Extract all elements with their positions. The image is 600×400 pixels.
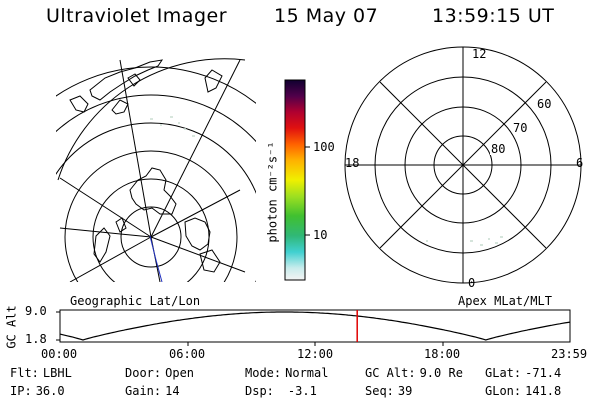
colorbar — [284, 79, 306, 281]
status-filter: Flt: LBHL — [10, 366, 72, 380]
status-gc-alt-value: 9.0 Re — [419, 366, 463, 380]
status-glon-label: GLon: — [485, 384, 522, 398]
colorbar-tick-10: 10 — [313, 228, 328, 242]
lat-circle — [56, 122, 256, 282]
coastline — [184, 217, 211, 251]
aurora-speckle — [150, 116, 195, 137]
altitude-ytick-bottom: 1.8 — [25, 332, 47, 346]
status-mode-label: Mode: — [245, 366, 282, 380]
mlat-label-80: 80 — [491, 142, 506, 156]
lon-line — [69, 236, 152, 282]
lon-line — [150, 189, 241, 238]
mlat-label-70: 70 — [513, 121, 528, 135]
aurora-speckle — [426, 236, 503, 246]
altitude-xtick: 23:59 — [551, 347, 588, 361]
instrument-title: Ultraviolet Imager — [46, 5, 228, 27]
status-gain-label: Gain: — [125, 384, 162, 398]
altitude-ylabel: GC Alt — [4, 305, 19, 349]
altitude-xtick: 18:00 — [424, 347, 461, 361]
label-bg — [536, 96, 550, 109]
geographic-map-label: Geographic Lat/Lon — [70, 294, 201, 308]
mlt-label-12: 12 — [472, 47, 487, 61]
status-filter-label: Flt: — [10, 366, 39, 380]
label-bg — [512, 120, 528, 133]
altitude-xtick: 00:00 — [41, 347, 78, 361]
coastline — [129, 167, 177, 215]
status-glat: GLat: -71.4 — [485, 366, 561, 380]
coastline — [93, 227, 111, 263]
apex-map-label: Apex MLat/MLT — [458, 294, 552, 308]
satellite-track — [149, 235, 163, 282]
coastline — [199, 249, 221, 273]
status-mode: Mode: Normal — [245, 366, 328, 380]
altitude-xtick: 06:00 — [169, 347, 206, 361]
status-gc-alt: GC Alt: 9.0 Re — [365, 366, 463, 380]
altitude-plot — [56, 309, 571, 346]
status-dsp-label: Dsp: — [245, 384, 274, 398]
coastline — [89, 59, 164, 101]
date-label: 15 May 07 — [274, 5, 379, 27]
status-gc-alt-label: GC Alt: — [365, 366, 416, 380]
status-ip-value: 36.0 — [35, 384, 65, 398]
lon-line — [150, 236, 246, 273]
colorbar-unit-label: photon cm⁻²s⁻¹ — [265, 141, 280, 243]
status-gain: Gain: 14 — [125, 384, 180, 398]
geographic-map — [56, 59, 256, 282]
coastline — [204, 69, 223, 93]
status-door: Door: Open — [125, 366, 194, 380]
status-glat-value: -71.4 — [525, 366, 562, 380]
status-glon: GLon: 141.8 — [485, 384, 561, 398]
apex-polar-plot — [344, 46, 582, 284]
status-door-label: Door: — [125, 366, 162, 380]
coastline — [69, 95, 89, 113]
outer-rim — [57, 58, 246, 181]
status-glon-value: 141.8 — [525, 384, 562, 398]
colorbar-tick-100: 100 — [313, 140, 335, 154]
altitude-xtick: 12:00 — [297, 347, 334, 361]
status-gain-value: 14 — [165, 384, 180, 398]
mlat-label-60: 60 — [537, 97, 552, 111]
status-filter-value: LBHL — [42, 366, 72, 380]
mlt-label-0: 0 — [468, 276, 476, 290]
status-ip-label: IP: — [10, 384, 32, 398]
lat-circle — [120, 206, 182, 268]
coastline — [111, 99, 129, 115]
label-bg — [490, 142, 506, 155]
status-seq-label: Seq: — [365, 384, 394, 398]
coastline — [115, 217, 127, 233]
lon-line — [150, 59, 241, 238]
status-glat-label: GLat: — [485, 366, 522, 380]
status-dsp: Dsp: -3.1 — [245, 384, 317, 398]
status-dsp-value: -3.1 — [287, 384, 317, 398]
altitude-curve — [59, 311, 571, 341]
lon-line — [59, 177, 152, 238]
lat-circle — [64, 150, 238, 282]
lon-line — [59, 227, 152, 238]
mlt-line — [379, 81, 547, 249]
mlt-label-6: 6 — [576, 156, 584, 170]
mlt-label-18: 18 — [345, 156, 360, 170]
lon-line — [119, 59, 152, 238]
status-ip: IP: 36.0 — [10, 384, 65, 398]
status-seq-value: 39 — [397, 384, 413, 398]
status-seq: Seq: 39 — [365, 384, 412, 398]
lat-circle — [56, 94, 256, 143]
lat-circle — [56, 66, 256, 104]
time-label: 13:59:15 UT — [432, 5, 555, 27]
altitude-ytick-top: 9.0 — [25, 304, 47, 318]
status-mode-value: Normal — [285, 366, 329, 380]
status-door-value: Open — [165, 366, 195, 380]
